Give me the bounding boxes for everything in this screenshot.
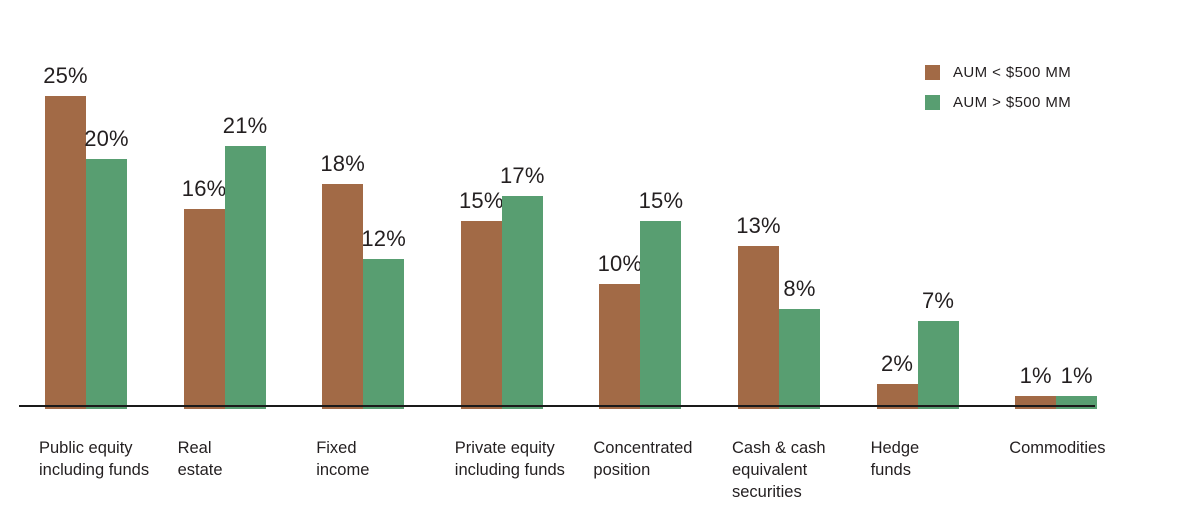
category-label: Real estate xyxy=(177,439,223,479)
bar-column: 21% xyxy=(222,113,268,409)
bar-value-label: 8% xyxy=(783,276,816,301)
bar-value-label: 7% xyxy=(921,288,955,313)
category-label: Private equity including funds xyxy=(454,439,565,479)
category-label: Public equity including funds xyxy=(39,439,150,479)
bar xyxy=(363,259,405,409)
bar-column: 25% xyxy=(43,63,88,409)
bar-column: 15% xyxy=(458,188,504,409)
bar-value-label: 25% xyxy=(43,63,88,88)
bar xyxy=(599,284,641,409)
bar-value-label: 10% xyxy=(597,251,643,276)
bar-column: 20% xyxy=(84,126,129,409)
bar xyxy=(86,159,127,409)
legend-item: AUM < $500 MM xyxy=(925,63,1072,81)
bar-value-label: 12% xyxy=(361,226,407,251)
bar-column: 17% xyxy=(499,163,545,409)
legend-color-swatch xyxy=(925,64,940,80)
bar xyxy=(917,321,959,409)
bar xyxy=(779,309,820,409)
category-label: Commodities xyxy=(1009,439,1106,457)
bar-group: 10% 15% xyxy=(597,188,684,409)
category-label: Concentrated position xyxy=(593,439,693,479)
bar xyxy=(876,384,918,409)
category-label: Hedge funds xyxy=(870,439,920,479)
bar-value-label: 16% xyxy=(181,176,227,201)
legend-item-label: AUM < $500 MM xyxy=(953,63,1072,81)
category-label: Fixed income xyxy=(316,439,370,479)
bar-group: 13% 8% xyxy=(736,213,820,409)
bar-group: 25% 20% xyxy=(43,63,129,409)
bar-column: 12% xyxy=(361,226,407,409)
bar-column: 16% xyxy=(181,176,227,409)
bar-value-label: 2% xyxy=(880,351,914,376)
bar xyxy=(1015,396,1057,409)
bar-value-label: 1% xyxy=(1019,363,1052,388)
bar xyxy=(45,96,86,409)
bar-column: 18% xyxy=(320,151,366,409)
bar-column: 10% xyxy=(597,251,643,409)
bar-column: 15% xyxy=(638,188,684,409)
bar xyxy=(460,221,502,409)
bar-column: 2% xyxy=(876,351,918,409)
bar-value-label: 15% xyxy=(458,188,504,213)
bar xyxy=(322,184,364,409)
bar xyxy=(738,246,779,409)
bar-value-label: 15% xyxy=(638,188,684,213)
bar-group: 16% 21% xyxy=(181,113,268,409)
legend-item-label: AUM > $500 MM xyxy=(953,93,1072,111)
legend-item: AUM > $500 MM xyxy=(925,93,1072,111)
bar-column: 8% xyxy=(779,276,820,409)
bar-value-label: 18% xyxy=(320,151,366,176)
bar-column: 7% xyxy=(917,288,959,409)
bar-value-label: 17% xyxy=(499,163,545,188)
bar xyxy=(501,196,543,409)
bar-column: 13% xyxy=(736,213,781,409)
legend-color-swatch xyxy=(925,94,940,110)
x-axis-line xyxy=(19,405,1095,407)
category-label: Cash & cash equivalent securities xyxy=(732,439,826,501)
bar-column: 1% xyxy=(1056,363,1098,409)
legend: AUM < $500 MM AUM > $500 MM xyxy=(925,64,1071,124)
bar-value-label: 13% xyxy=(736,213,781,238)
bar-group: 15% 17% xyxy=(458,163,545,409)
bar-column: 1% xyxy=(1015,363,1057,409)
bar-group: 1% 1% xyxy=(1015,363,1098,409)
bar-group: 18% 12% xyxy=(320,151,407,409)
bar-value-label: 21% xyxy=(222,113,268,138)
bar xyxy=(183,209,225,409)
bar-value-label: 20% xyxy=(84,126,129,151)
bar-group: 2% 7% xyxy=(876,288,959,409)
bar xyxy=(640,221,682,409)
bar xyxy=(1056,396,1098,409)
bar-value-label: 1% xyxy=(1060,363,1093,388)
bar xyxy=(224,146,266,409)
